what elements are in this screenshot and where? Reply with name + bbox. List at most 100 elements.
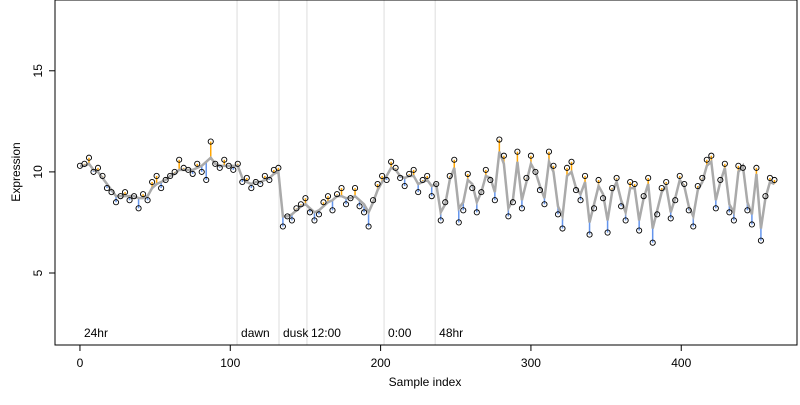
point bbox=[81, 160, 88, 167]
point bbox=[342, 201, 350, 208]
point bbox=[672, 197, 679, 204]
point bbox=[518, 205, 525, 212]
point bbox=[604, 229, 611, 236]
y-tick-label: 5 bbox=[31, 269, 45, 276]
point bbox=[460, 207, 467, 214]
point bbox=[586, 231, 593, 238]
point bbox=[699, 174, 706, 182]
point bbox=[676, 172, 683, 179]
point bbox=[108, 189, 115, 196]
point bbox=[545, 148, 553, 155]
point bbox=[153, 172, 160, 179]
point bbox=[658, 185, 665, 192]
point bbox=[248, 185, 255, 192]
point bbox=[216, 164, 223, 171]
y-tick-label: 15 bbox=[31, 64, 45, 78]
point bbox=[694, 182, 701, 190]
annotation: dusk bbox=[283, 326, 309, 340]
x-tick-label: 200 bbox=[371, 356, 391, 370]
point bbox=[622, 217, 629, 224]
point bbox=[112, 199, 120, 206]
point bbox=[392, 164, 399, 171]
point bbox=[442, 199, 449, 206]
x-tick-label: 300 bbox=[521, 356, 541, 370]
annotation: 12:00 bbox=[311, 326, 341, 340]
point bbox=[712, 205, 719, 212]
point bbox=[275, 164, 282, 171]
point bbox=[609, 185, 616, 192]
point bbox=[302, 195, 309, 202]
point bbox=[600, 195, 607, 202]
point bbox=[374, 180, 381, 188]
annotation: 48hr bbox=[439, 326, 463, 340]
point bbox=[140, 191, 147, 198]
point bbox=[703, 156, 710, 163]
point bbox=[478, 189, 485, 196]
point bbox=[527, 152, 534, 159]
point bbox=[753, 164, 760, 171]
point bbox=[482, 166, 489, 173]
point bbox=[685, 207, 692, 214]
x-tick-label: 400 bbox=[671, 356, 691, 370]
point bbox=[288, 217, 295, 224]
point bbox=[581, 172, 589, 179]
point bbox=[640, 193, 647, 200]
point bbox=[401, 182, 408, 190]
point bbox=[446, 172, 453, 179]
point bbox=[333, 191, 341, 198]
point bbox=[126, 197, 133, 204]
point bbox=[329, 207, 336, 214]
point bbox=[338, 185, 345, 192]
point bbox=[261, 172, 268, 179]
point bbox=[162, 176, 169, 184]
point bbox=[487, 176, 494, 184]
point bbox=[618, 203, 625, 210]
point bbox=[320, 199, 327, 206]
point bbox=[311, 217, 318, 224]
annotation: 24hr bbox=[84, 326, 108, 340]
point bbox=[437, 217, 444, 224]
y-tick-label: 10 bbox=[31, 165, 45, 179]
point bbox=[748, 221, 755, 228]
point bbox=[550, 162, 557, 169]
x-tick-label: 100 bbox=[220, 356, 240, 370]
point bbox=[708, 152, 715, 159]
point bbox=[284, 213, 291, 220]
point bbox=[505, 213, 512, 220]
point bbox=[645, 174, 652, 182]
point bbox=[85, 154, 93, 161]
point bbox=[690, 223, 697, 230]
point bbox=[207, 138, 214, 145]
point bbox=[293, 205, 300, 212]
point bbox=[613, 174, 620, 182]
point bbox=[744, 207, 751, 214]
point bbox=[541, 201, 548, 208]
point bbox=[185, 166, 192, 173]
point bbox=[739, 164, 746, 171]
point bbox=[243, 174, 250, 182]
y-axis-label: Expression bbox=[9, 142, 23, 201]
point bbox=[131, 193, 138, 200]
point bbox=[419, 176, 426, 184]
point bbox=[257, 180, 264, 188]
point bbox=[663, 178, 670, 186]
point bbox=[654, 211, 661, 218]
point bbox=[212, 160, 219, 167]
fitted-line bbox=[79, 151, 775, 229]
point bbox=[554, 211, 562, 218]
point bbox=[428, 193, 435, 200]
point bbox=[631, 180, 638, 188]
point bbox=[388, 158, 395, 165]
point bbox=[572, 187, 580, 194]
point bbox=[189, 170, 196, 177]
point bbox=[383, 176, 390, 184]
point bbox=[203, 176, 210, 184]
point bbox=[410, 166, 417, 173]
point bbox=[176, 156, 183, 163]
point bbox=[149, 178, 156, 186]
point bbox=[117, 193, 124, 200]
point bbox=[221, 156, 228, 163]
point bbox=[279, 223, 286, 230]
